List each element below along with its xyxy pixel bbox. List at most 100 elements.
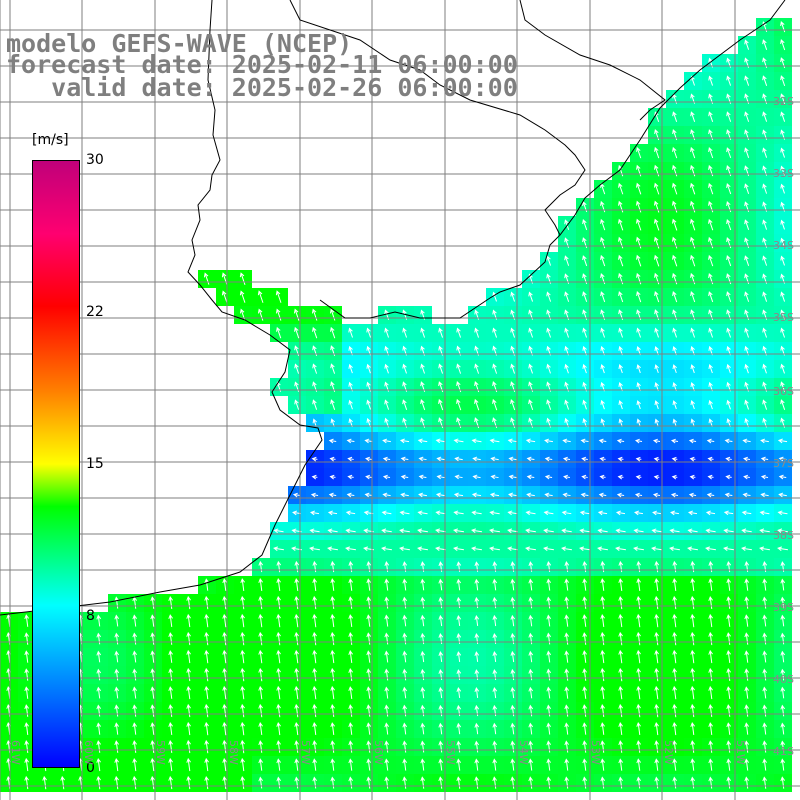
wind-arrow (618, 613, 623, 628)
wind-arrow (690, 649, 695, 664)
wind-arrow (672, 740, 677, 753)
wind-arrow (636, 721, 641, 736)
wind-arrow (669, 546, 680, 552)
wind-arrow (345, 546, 356, 552)
wind-arrow (742, 492, 751, 498)
wind-arrow (150, 632, 156, 645)
wind-arrow (330, 776, 336, 789)
wind-arrow (96, 650, 102, 663)
wind-arrow (239, 272, 246, 285)
wind-arrow (366, 722, 372, 735)
wind-arrow (528, 363, 533, 374)
lon-label: 54W (517, 740, 530, 765)
wind-arrow (186, 757, 191, 772)
wind-arrow (222, 631, 227, 646)
wind-arrow (708, 649, 713, 664)
wind-arrow (417, 438, 428, 444)
wind-arrow (726, 147, 732, 159)
wind-arrow (294, 363, 300, 374)
wind-arrow (310, 492, 319, 498)
wind-arrow (636, 613, 641, 628)
wind-arrow (330, 363, 336, 374)
wind-arrow (186, 721, 191, 736)
wind-arrow (544, 438, 553, 444)
wind-arrow (651, 546, 662, 552)
wind-arrow (618, 364, 623, 374)
wind-arrow (438, 363, 444, 374)
wind-arrow (618, 649, 623, 664)
wind-arrow (762, 578, 768, 591)
wind-arrow (672, 595, 677, 610)
wind-arrow (114, 686, 120, 699)
wind-arrow (690, 667, 695, 682)
wind-arrow (688, 510, 698, 516)
wind-arrow (294, 578, 299, 592)
wind-arrow (348, 668, 353, 681)
wind-arrow (456, 651, 462, 662)
wind-arrow (510, 327, 516, 338)
wind-arrow (114, 775, 119, 790)
wind-arrow (507, 528, 518, 534)
wind-arrow (276, 595, 281, 610)
wind-arrow (636, 254, 642, 267)
wind-arrow (546, 776, 552, 789)
wind-arrow (510, 578, 516, 591)
wind-arrow (564, 614, 570, 627)
wind-arrow (636, 758, 642, 771)
wind-arrow (780, 363, 785, 374)
wind-arrow (276, 667, 281, 682)
wind-arrow (294, 399, 300, 410)
wind-arrow (636, 290, 642, 303)
wind-arrow (653, 456, 660, 462)
wind-arrow (635, 456, 642, 462)
wind-arrow (510, 776, 516, 789)
wind-arrow (762, 758, 768, 771)
wind-arrow (636, 364, 641, 374)
wind-arrow (708, 363, 713, 374)
wind-arrow (24, 740, 29, 754)
wind-arrow (780, 327, 786, 338)
wind-arrow (528, 327, 534, 338)
wind-arrow (474, 398, 480, 411)
wind-arrow (507, 546, 518, 552)
wind-arrow (384, 399, 390, 410)
wind-arrow (600, 254, 606, 267)
wind-arrow (381, 510, 392, 516)
wind-arrow (708, 758, 714, 771)
wind-arrow (618, 399, 623, 410)
wind-arrow (669, 528, 680, 534)
wind-arrow (690, 218, 696, 231)
wind-arrow (780, 632, 786, 645)
wind-arrow (600, 399, 605, 410)
wind-arrow (240, 685, 245, 700)
wind-arrow (438, 614, 444, 627)
wind-arrow (708, 722, 713, 735)
wind-arrow (778, 474, 787, 480)
wind-arrow (366, 578, 372, 591)
wind-arrow (348, 650, 353, 663)
wind-arrow (150, 668, 156, 681)
wind-arrow (96, 775, 101, 790)
wind-arrow (672, 290, 678, 303)
wind-arrow (579, 528, 590, 534)
wind-arrow (508, 474, 517, 480)
wind-arrow (492, 776, 498, 789)
wind-arrow (582, 704, 588, 717)
wind-arrow (690, 400, 695, 410)
wind-arrow (114, 704, 120, 717)
wind-arrow (762, 722, 768, 735)
wind-arrow (546, 740, 552, 753)
wind-arrow (508, 492, 518, 498)
wind-arrow (726, 686, 731, 699)
wind-arrow (582, 578, 588, 591)
wind-arrow (726, 704, 732, 717)
wind-arrow (474, 740, 480, 753)
wind-arrow (708, 578, 713, 591)
wind-arrow (435, 438, 446, 444)
wind-arrow (294, 721, 299, 736)
wind-arrow (780, 650, 786, 663)
wind-arrow (276, 703, 281, 718)
wind-arrow (456, 740, 462, 753)
wind-arrow (221, 272, 228, 285)
